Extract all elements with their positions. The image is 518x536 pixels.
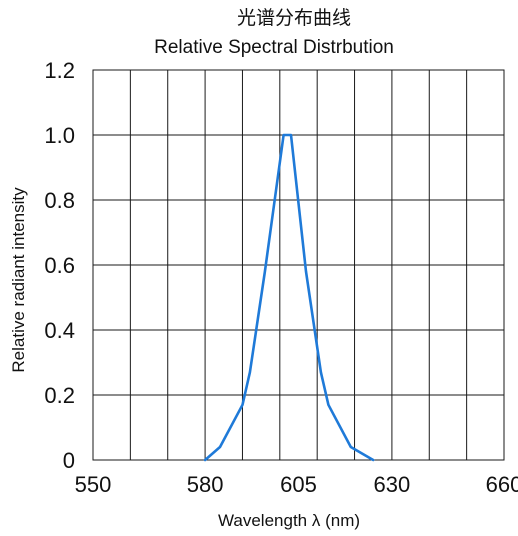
x-tick-label: 580: [187, 472, 224, 497]
spectral-curve: [203, 133, 375, 462]
y-tick-label: 1.2: [44, 58, 75, 83]
grid: [92, 69, 505, 461]
y-tick-label: 0: [63, 448, 75, 473]
y-tick-label: 0.6: [44, 253, 75, 278]
y-tick-label: 0.8: [44, 188, 75, 213]
x-tick-label: 605: [280, 472, 317, 497]
x-tick-label: 630: [374, 472, 411, 497]
x-tick-label: 550: [75, 472, 112, 497]
x-axis-label: Wavelength λ (nm): [218, 511, 360, 530]
y-tick-label: 0.4: [44, 318, 75, 343]
chart-title: 光谱分布曲线: [237, 7, 351, 29]
tick-labels: 0 0.2 0.4 0.6 0.8 1.0 1.2 550 580 605 630 660: [44, 58, 518, 497]
y-tick-label: 1.0: [44, 123, 75, 148]
series-layer: [203, 133, 375, 462]
x-tick-label: 660: [486, 472, 518, 497]
chart-subtitle: Relative Spectral Distrbution: [154, 37, 394, 58]
y-tick-label: 0.2: [44, 383, 75, 408]
y-axis-label: Relative radiant intensity: [9, 187, 28, 373]
